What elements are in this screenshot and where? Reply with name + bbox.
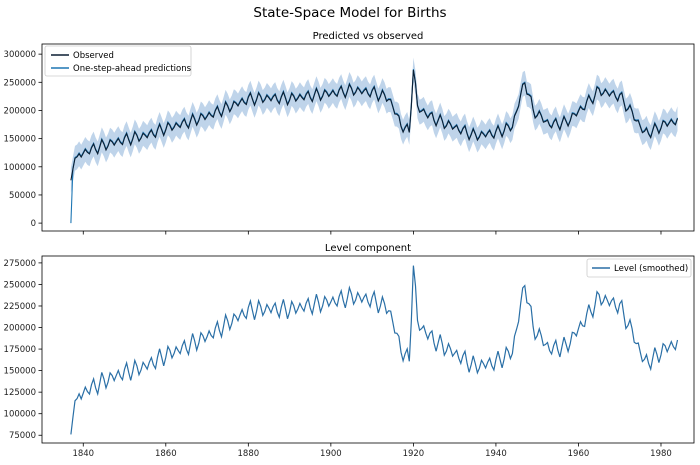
panel-predicted-vs-observed: Predicted vs observed 0 50000 100000 150000…: [4, 31, 695, 235]
legend-label-predictions: One-step-ahead predictions: [73, 64, 192, 74]
bottom-y-tick-label: 250000: [4, 280, 36, 290]
top-plot-area: [70, 57, 679, 224]
top-y-tick-label: 300000: [4, 50, 36, 60]
top-y-tick-label: 50000: [9, 191, 36, 201]
bottom-x-axis: 1840 1860 1880 1900 1920 1940 1960 1980: [72, 443, 672, 459]
bottom-x-tick-label: 1900: [320, 449, 342, 459]
top-x-axis: [82, 231, 662, 235]
series-observed: [70, 69, 679, 181]
bottom-legend: Level (smoothed): [586, 258, 692, 278]
top-y-tick-label: 100000: [4, 163, 36, 173]
top-axes-frame: [41, 43, 695, 232]
bottom-legend-box: [586, 258, 692, 278]
bottom-y-tick-label: 150000: [4, 367, 36, 377]
bottom-x-tick-label: 1840: [72, 449, 94, 459]
top-y-tick-label: 250000: [4, 78, 36, 88]
top-legend: Observed One-step-ahead predictions: [44, 45, 192, 77]
top-y-tick-label: 0: [31, 219, 36, 229]
bottom-axes-frame: [41, 255, 695, 444]
legend-label-level: Level (smoothed): [614, 264, 688, 274]
bottom-y-tick-label: 225000: [4, 302, 36, 312]
bottom-y-tick-label: 100000: [4, 410, 36, 420]
bottom-y-tick-label: 275000: [4, 259, 36, 269]
bottom-y-tick-label: 125000: [4, 388, 36, 398]
legend-label-observed: Observed: [73, 51, 114, 61]
panel-level-component: Level component 75000 100000 125000 150000 1…: [4, 243, 695, 459]
bottom-x-tick-label: 1880: [238, 449, 260, 459]
panel-title-bottom: Level component: [325, 243, 411, 254]
bottom-plot-area: [70, 265, 679, 435]
top-legend-box: [44, 45, 192, 77]
prediction-interval-band: [70, 57, 678, 193]
bottom-y-tick-label: 200000: [4, 324, 36, 334]
bottom-x-tick-label: 1980: [650, 449, 672, 459]
bottom-x-tick-label: 1960: [568, 449, 590, 459]
panel-title-top: Predicted vs observed: [313, 31, 424, 42]
figure-suptitle: State-Space Model for Births: [253, 5, 446, 21]
bottom-x-tick-label: 1860: [155, 449, 177, 459]
top-y-axis: 0 50000 100000 150000 200000 250000 300000: [4, 50, 42, 229]
bottom-y-axis: 75000 100000 125000 150000 175000 200000 22500…: [4, 259, 42, 441]
bottom-y-tick-label: 75000: [9, 431, 36, 441]
bottom-y-tick-label: 175000: [4, 345, 36, 355]
top-y-tick-label: 200000: [4, 106, 36, 116]
bottom-x-tick-label: 1920: [403, 449, 425, 459]
top-y-tick-label: 150000: [4, 135, 36, 145]
bottom-x-tick-label: 1940: [485, 449, 507, 459]
series-level-smoothed: [70, 265, 679, 435]
